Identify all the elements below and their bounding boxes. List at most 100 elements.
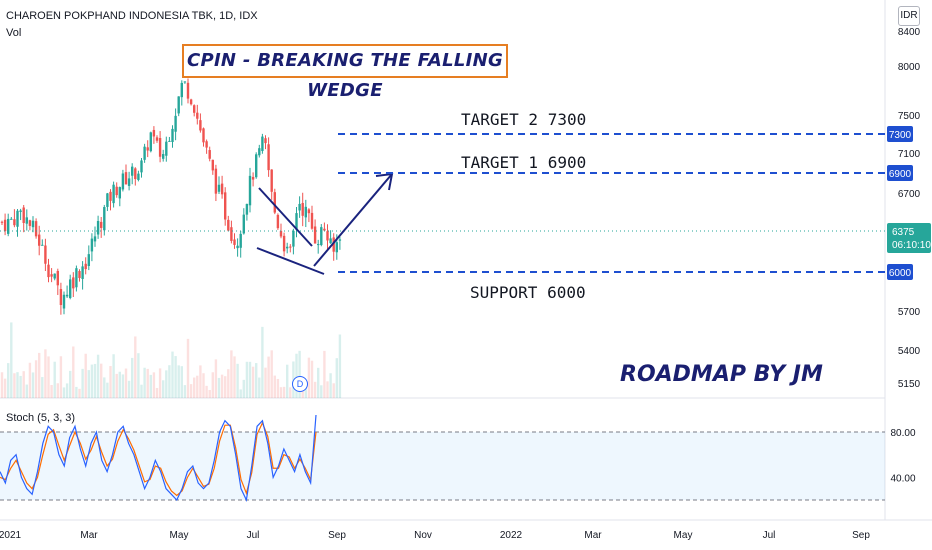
candle-body [230, 227, 233, 241]
stoch-label[interactable]: Stoch (5, 3, 3) [6, 412, 76, 424]
candle-body [267, 144, 270, 171]
candle-body [112, 184, 115, 204]
volume-bar [65, 383, 69, 398]
x-tick-label: Jul [247, 530, 260, 541]
volume-bar [304, 386, 307, 398]
candle-body [199, 120, 202, 131]
candle-body [310, 212, 314, 229]
volume-bar [236, 363, 239, 398]
candle-body [261, 136, 264, 152]
volume-bar [323, 350, 326, 398]
volume-bar [230, 350, 233, 398]
candle-body [34, 221, 38, 237]
volume-bar [338, 334, 342, 398]
volume-bar [118, 371, 121, 398]
volume-bar [165, 370, 168, 398]
volume-bar [34, 360, 38, 398]
volume-bar [326, 381, 329, 398]
volume-bar [255, 363, 258, 398]
volume-bar [137, 353, 140, 398]
volume-bar [329, 373, 332, 398]
volume-bar [258, 377, 261, 398]
volume-bar [245, 361, 249, 398]
volume-bar [56, 383, 59, 398]
idea-title: CPIN - BREAKING THE FALLING WEDGE [182, 44, 508, 101]
candle-body [177, 96, 180, 114]
volume-bar [158, 368, 162, 398]
candle-body [137, 173, 140, 180]
y-tick-label: 7100 [898, 149, 921, 160]
countdown-text: 06:10:10 [892, 240, 931, 251]
volume-bar [310, 360, 314, 398]
level-badge [887, 126, 913, 142]
candle-body [211, 159, 214, 171]
stochastic-pane [0, 414, 885, 503]
level-badge-text: 7300 [889, 130, 912, 141]
volume-bar [112, 354, 115, 398]
volume-bar [189, 384, 193, 398]
candle-body [236, 245, 239, 249]
x-tick-label: May [674, 530, 693, 541]
candle-body [19, 210, 22, 212]
volume-bar [286, 364, 289, 398]
volume-bar [193, 377, 196, 398]
volume-bar [115, 373, 118, 398]
candle-body [301, 202, 304, 216]
volume-bar [75, 386, 78, 398]
candle-body [155, 137, 159, 141]
volume-bar [87, 370, 90, 398]
candle-body [90, 238, 94, 252]
volume-bar [3, 378, 7, 398]
x-tick-label: 2021 [0, 530, 22, 541]
last-price-text: 6375 [892, 227, 915, 238]
candle-body [168, 140, 171, 142]
volume-bar [186, 338, 190, 398]
dividend-marker[interactable]: D [292, 376, 308, 392]
candle-body [326, 231, 329, 241]
candle-body [87, 254, 90, 267]
volume-bar [121, 374, 125, 398]
volume-bar [143, 367, 146, 398]
candle-body [59, 289, 63, 305]
volume-bar [313, 381, 317, 398]
volume-bar [13, 373, 16, 398]
candle-body [22, 207, 25, 223]
volume-bar [90, 364, 94, 398]
level-badge [887, 165, 913, 181]
volume-bar [7, 363, 10, 398]
volume-bar [248, 361, 252, 398]
candle-body [248, 175, 252, 206]
wedge-upper-line [258, 187, 313, 247]
x-tick-label: Mar [584, 530, 602, 541]
candle-body [317, 244, 320, 246]
candle-body [3, 219, 7, 232]
candle-body [233, 239, 236, 245]
volume-bar [208, 389, 211, 398]
volume-bar [279, 387, 283, 398]
volume-bar [84, 353, 87, 398]
volume-bar [320, 385, 323, 398]
volume-bar [162, 380, 165, 398]
candle-body [96, 220, 100, 235]
currency-badge[interactable]: IDR [898, 6, 920, 26]
volume-bar [202, 373, 205, 398]
volume-bar [62, 387, 66, 398]
candle-body [7, 218, 10, 234]
volume-bar [214, 359, 218, 398]
candle-body [38, 234, 41, 246]
volume-bar [174, 356, 177, 398]
candle-body [224, 192, 227, 220]
candle-body [121, 173, 125, 190]
volume-bar [38, 352, 41, 398]
volume-bar [335, 358, 338, 398]
candle-body [320, 227, 323, 246]
candle-body [69, 279, 72, 299]
stoch-tick-label: 40.00 [890, 473, 915, 484]
candle-body [41, 244, 44, 246]
candle-body [313, 226, 317, 244]
candle-body [214, 168, 218, 194]
y-tick-label: 7500 [898, 111, 921, 122]
volume-bar [264, 367, 267, 398]
volume-bar [124, 368, 128, 398]
